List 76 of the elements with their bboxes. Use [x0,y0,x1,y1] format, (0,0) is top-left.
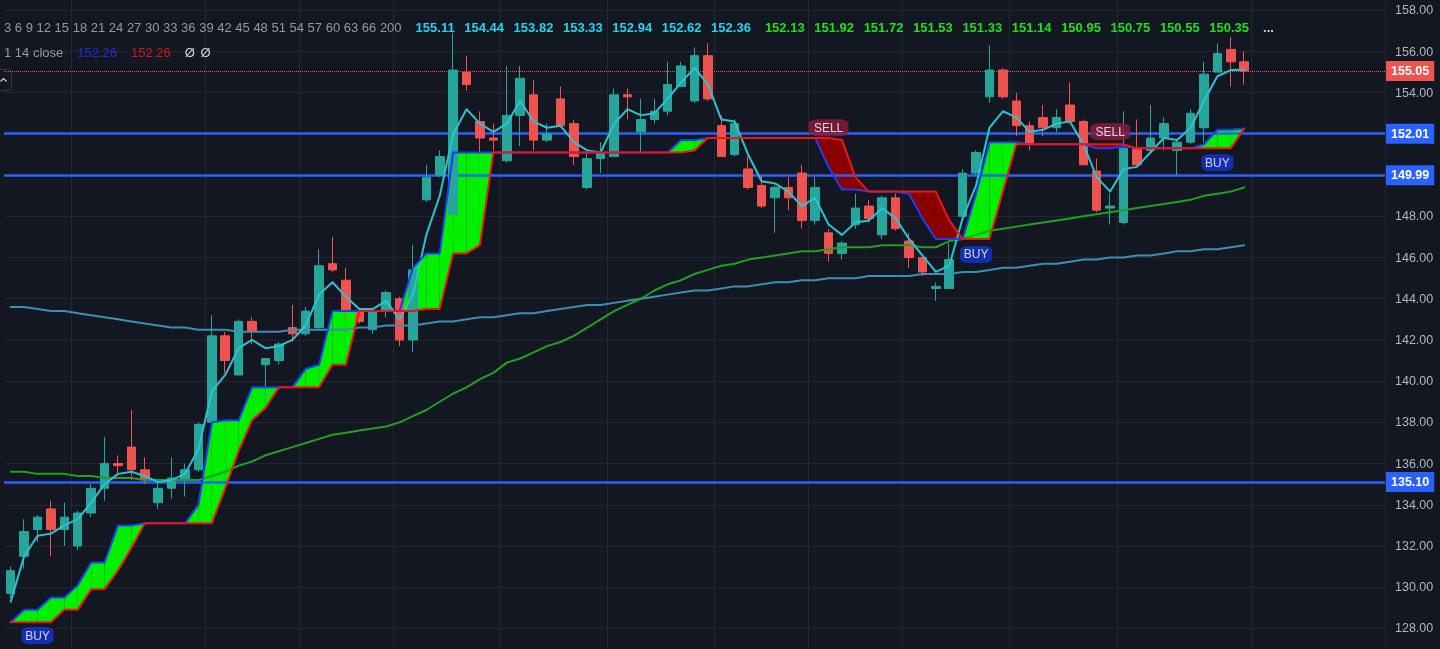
candlestick [931,281,941,302]
candlestick [1159,116,1169,151]
y-tick-label: 138.00 [1395,415,1434,430]
candlestick [1105,193,1115,226]
candlestick [891,193,900,232]
line-series [9,244,1246,333]
candlestick [864,199,874,224]
candlestick [529,79,538,151]
candlestick [542,123,552,143]
candlestick [6,566,15,598]
y-tick-label: 136.00 [1395,456,1434,471]
candlestick [596,141,605,174]
candlestick [46,500,56,557]
candlestick [636,98,646,153]
y-tick-label: 148.00 [1395,209,1434,224]
ref-line-label: 135.10 [1391,475,1430,490]
y-tick-label: 134.00 [1395,497,1434,512]
y-tick-label: 156.00 [1395,44,1434,59]
y-tick-label: 146.00 [1395,250,1434,265]
candlestick [489,123,498,151]
candlestick [33,514,42,543]
candlestick [247,316,257,345]
candlestick [1038,104,1048,137]
candlestick [797,164,807,230]
candlestick [127,409,136,481]
candlestick [19,518,29,570]
candlestick [73,510,82,551]
ref-line-label: 155.05 [1391,64,1430,79]
candlestick [1132,119,1142,168]
candlestick [1092,158,1101,213]
candlestick [770,184,780,234]
candlestick [220,331,230,374]
candlestick [435,149,445,178]
candlestick [918,254,927,277]
candlestick [314,248,324,331]
candlestick [1213,42,1222,73]
candlestick [623,88,632,120]
candlestick [971,149,981,176]
candlestick [556,86,565,129]
y-tick-label: 132.00 [1395,538,1434,553]
annotation: 152.13 151.92 151.72 151.53 151.33 151.14 150.95 150.75 150.55 150.35 [764,20,1250,35]
y-tick-label: 158.00 [1395,3,1434,18]
candlestick [1012,92,1021,137]
candlestick [690,46,699,104]
line-series [9,186,1246,482]
annotation: 155.11 154.44 153.82 153.33 152.94 152.62 152.36 [415,20,751,35]
candlestick [958,168,967,217]
candlestick [1199,61,1209,143]
candlestick [1065,81,1075,125]
y-tick-label: 130.00 [1395,580,1434,595]
candlestick [743,156,753,191]
candlestick [207,314,217,425]
candlestick [663,61,672,116]
annotation: 3 6 9 12 15 18 21 24 27 30 33 36 39 42 45 48 51 54 57 60 63 66 200 [4,20,402,35]
candlestick [515,65,525,147]
candlestick [717,114,726,158]
annotation: 1 14 close [4,45,64,60]
candlestick [877,195,887,240]
candlestick [582,151,592,191]
annotation: Ø Ø [184,45,211,60]
candlestick [261,358,270,401]
annotation: 152.26 [77,45,118,60]
candlestick [422,164,431,203]
annotation: ... [1263,20,1274,35]
candlestick [757,174,766,209]
ref-line-label: 149.99 [1391,168,1430,183]
candlestick [985,44,994,104]
ref-line-label: 152.01 [1391,126,1430,141]
annotation: 152.26 [131,45,171,60]
candlestick [113,454,123,477]
y-tick-label: 144.00 [1395,291,1434,306]
y-tick-label: 140.00 [1395,374,1434,389]
y-tick-label: 128.00 [1395,621,1434,636]
y-tick-label: 154.00 [1395,85,1434,100]
candlestick [328,236,337,273]
y-tick-label: 142.00 [1395,332,1434,347]
